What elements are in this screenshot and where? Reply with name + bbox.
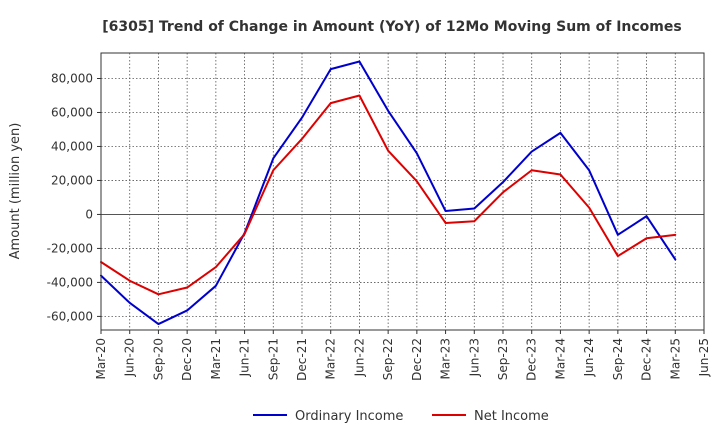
- y-tick-label: 60,000: [51, 105, 93, 119]
- grid-lines: [101, 53, 704, 330]
- x-tick-label: Dec-23: [525, 338, 539, 381]
- series-line-ordinary-income: [100, 60, 677, 326]
- legend-label: Net Income: [474, 409, 549, 424]
- y-tick-label: -60,000: [47, 309, 93, 323]
- y-tick-label: 40,000: [51, 139, 93, 153]
- plot-area: [101, 53, 704, 330]
- x-tick-label: Jun-23: [467, 338, 481, 377]
- chart-title: [6305] Trend of Change in Amount (YoY) o…: [102, 19, 681, 35]
- x-tick-label: Mar-20: [94, 338, 108, 379]
- x-tick-label: Mar-25: [668, 338, 682, 379]
- x-tick-label: Jun-21: [238, 338, 252, 377]
- legend-label: Ordinary Income: [295, 409, 403, 424]
- x-tick-label: Sep-21: [266, 338, 280, 380]
- y-tick-label: -40,000: [47, 275, 93, 289]
- x-tick-label: Sep-20: [151, 338, 165, 380]
- legend: Ordinary Income Net Income: [253, 409, 549, 424]
- y-axis-ticks: -60,000 -40,000 -20,000 0 20,000 40,000 60,000…: [47, 71, 101, 323]
- x-tick-label: Sep-23: [496, 338, 510, 380]
- x-tick-label: Mar-21: [209, 338, 223, 379]
- series-line-net-income: [100, 94, 677, 296]
- x-tick-label: Mar-22: [324, 338, 338, 379]
- x-tick-label: Dec-22: [410, 338, 424, 381]
- x-tick-label: Jun-25: [697, 338, 711, 377]
- x-tick-label: Dec-21: [295, 338, 309, 381]
- series-lines: [100, 60, 677, 326]
- y-axis-label: Amount (million yen): [8, 123, 23, 260]
- x-tick-label: Jun-22: [352, 338, 366, 377]
- x-tick-label: Jun-24: [582, 338, 596, 377]
- y-tick-label: 80,000: [51, 71, 93, 85]
- x-tick-label: Sep-24: [611, 338, 625, 380]
- x-axis-ticks: Mar-20 Jun-20 Sep-20 Dec-20 Mar-21 Jun-21 Sep-…: [94, 330, 711, 381]
- x-tick-label: Sep-22: [381, 338, 395, 380]
- y-tick-label: 0: [85, 207, 93, 221]
- plot-border: [100, 52, 705, 331]
- x-tick-label: Dec-24: [640, 338, 654, 381]
- x-tick-label: Jun-20: [123, 338, 137, 377]
- x-tick-label: Mar-23: [439, 338, 453, 379]
- y-tick-label: 20,000: [51, 173, 93, 187]
- x-tick-label: Mar-24: [553, 338, 567, 379]
- x-tick-label: Dec-20: [180, 338, 194, 381]
- y-tick-label: -20,000: [47, 241, 93, 255]
